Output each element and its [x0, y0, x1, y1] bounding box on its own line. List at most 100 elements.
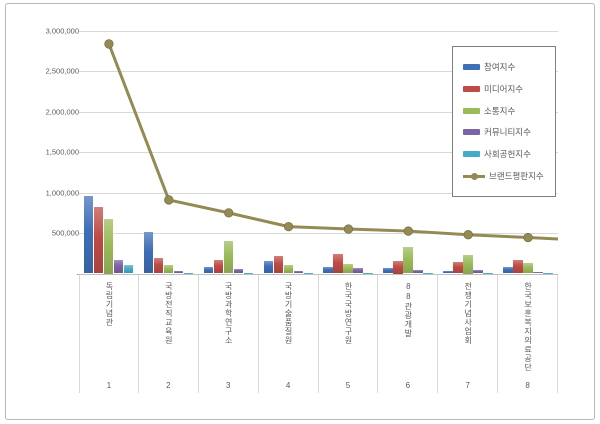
- bar-소통지수-rank4: [283, 264, 294, 274]
- legend-swatch-icon: [463, 129, 480, 136]
- category-rank: 5: [345, 381, 351, 390]
- bar-사회공헌지수-rank6: [423, 273, 433, 274]
- legend-label: 사회공헌지수: [484, 149, 531, 160]
- bar-사회공헌지수-rank8: [543, 272, 553, 274]
- category-cell-3: 국방과학연구소 3: [199, 274, 259, 393]
- bar-소통지수-rank7: [463, 255, 473, 274]
- category-rank: 3: [225, 381, 231, 390]
- y-tick-label: -: [76, 269, 80, 278]
- category-cell-2: 국방전직교육원 2: [139, 274, 199, 393]
- gridline: [79, 31, 558, 32]
- y-tick-label: 1,500,000: [45, 147, 79, 157]
- line-marker-rank2: [164, 195, 174, 205]
- line-marker-rank3: [224, 208, 234, 218]
- legend-item-브랜드평판지수: 브랜드평판지수: [463, 170, 555, 182]
- bar-소통지수-rank3: [223, 241, 234, 274]
- category-label: 독립기념관: [104, 281, 114, 327]
- bar-소통지수-rank6: [403, 246, 413, 274]
- bar-참여지수-rank2: [143, 231, 154, 274]
- category-label: 88관광개발: [403, 281, 413, 338]
- line-marker-rank8: [523, 232, 533, 243]
- bar-소통지수-rank2: [163, 264, 174, 274]
- category-axis-table: 독립기념관 1 국방전직교육원 2 국방과학연구소 3 국방기술품질원 4 한국국방연구원 5 88…: [79, 274, 558, 393]
- bar-사회공헌지수-rank5: [363, 272, 373, 274]
- category-rank: 2: [166, 381, 171, 390]
- legend-item-커뮤니티지수: 커뮤니티지수: [463, 126, 555, 138]
- category-rank: 7: [465, 381, 470, 390]
- legend-line-marker-icon: [463, 172, 485, 180]
- bar-미디어지수-rank8: [513, 260, 523, 274]
- category-rank: 4: [285, 381, 291, 390]
- line-marker-rank4: [283, 221, 294, 232]
- category-label: 전쟁기념사업회: [463, 281, 473, 345]
- bar-참여지수-rank1: [83, 195, 94, 274]
- bar-사회공헌지수-rank3: [243, 272, 254, 274]
- y-tick-label: 3,000,000: [45, 26, 79, 36]
- line-marker-rank7: [463, 230, 473, 240]
- bar-참여지수-rank5: [323, 267, 333, 274]
- bar-커뮤니티지수-rank1: [113, 260, 124, 274]
- bar-참여지수-rank3: [203, 266, 214, 274]
- bar-미디어지수-rank7: [453, 262, 463, 274]
- bar-커뮤니티지수-rank6: [413, 270, 423, 274]
- category-rank: 1: [106, 381, 112, 390]
- legend-item-참여지수: 참여지수: [463, 61, 555, 73]
- legend-item-소통지수: 소통지수: [463, 105, 555, 117]
- y-tick-label: 2,500,000: [45, 66, 79, 76]
- bar-사회공헌지수-rank1: [123, 264, 134, 274]
- bar-미디어지수-rank5: [333, 253, 343, 274]
- bar-참여지수-rank6: [383, 267, 393, 274]
- category-cell-6: 88관광개발 6: [378, 274, 439, 393]
- legend-swatch-icon: [463, 63, 480, 70]
- category-label: 한국보훈복지의료공단: [523, 281, 533, 372]
- category-cell-1: 독립기념관 1: [79, 274, 139, 393]
- legend-label: 커뮤니티지수: [484, 127, 531, 138]
- legend-label: 미디어지수: [484, 83, 524, 94]
- category-cell-4: 국방기술품질원 4: [259, 274, 319, 393]
- legend-item-사회공헌지수: 사회공헌지수: [463, 148, 555, 160]
- legend-swatch-icon: [463, 85, 480, 92]
- bar-미디어지수-rank4: [273, 256, 284, 274]
- bar-소통지수-rank5: [343, 264, 353, 274]
- category-rank: 8: [525, 381, 530, 390]
- legend-label: 참여지수: [484, 61, 516, 72]
- category-cell-5: 한국국방연구원 5: [319, 274, 379, 393]
- bar-사회공헌지수-rank4: [303, 272, 314, 274]
- bar-커뮤니티지수-rank3: [233, 268, 244, 274]
- chart-frame: - 500,000 1,000,000 1,500,000 2,000,000 2,500…: [5, 3, 595, 420]
- bar-커뮤니티지수-rank4: [293, 271, 304, 274]
- y-tick-label: 500,000: [51, 228, 79, 238]
- bar-미디어지수-rank6: [393, 261, 403, 274]
- x-axis-line: [79, 273, 558, 275]
- bar-참여지수-rank4: [263, 260, 274, 274]
- legend-item-미디어지수: 미디어지수: [463, 83, 555, 95]
- bar-소통지수-rank8: [523, 262, 533, 274]
- category-label: 한국국방연구원: [343, 281, 353, 345]
- bar-참여지수-rank7: [443, 271, 453, 274]
- bar-소통지수-rank1: [103, 218, 114, 274]
- bar-참여지수-rank8: [503, 266, 513, 274]
- category-label: 국방기술품질원: [284, 281, 294, 345]
- bar-커뮤니티지수-rank8: [533, 271, 543, 274]
- bar-미디어지수-rank3: [213, 260, 224, 274]
- line-marker-rank5: [343, 224, 354, 234]
- bar-미디어지수-rank1: [93, 207, 104, 274]
- bar-사회공헌지수-rank7: [483, 273, 493, 275]
- line-marker-rank1: [104, 39, 114, 49]
- y-tick-label: 1,000,000: [45, 188, 79, 198]
- bar-사회공헌지수-rank2: [183, 272, 194, 274]
- legend-line-dot: [470, 172, 478, 180]
- category-label: 국방전직교육원: [164, 281, 174, 345]
- bar-미디어지수-rank2: [153, 257, 164, 274]
- bar-커뮤니티지수-rank2: [173, 271, 184, 274]
- category-rank: 6: [405, 381, 411, 390]
- category-label: 국방과학연구소: [224, 281, 234, 345]
- category-cell-8: 한국보훈복지의료공단 8: [498, 274, 558, 393]
- legend-swatch-icon: [463, 107, 480, 114]
- bar-커뮤니티지수-rank7: [473, 270, 483, 274]
- legend-label: 브랜드평판지수: [489, 171, 544, 182]
- category-cell-7: 전쟁기념사업회 7: [438, 274, 499, 393]
- legend-swatch-icon: [463, 151, 480, 158]
- legend-label: 소통지수: [484, 105, 516, 116]
